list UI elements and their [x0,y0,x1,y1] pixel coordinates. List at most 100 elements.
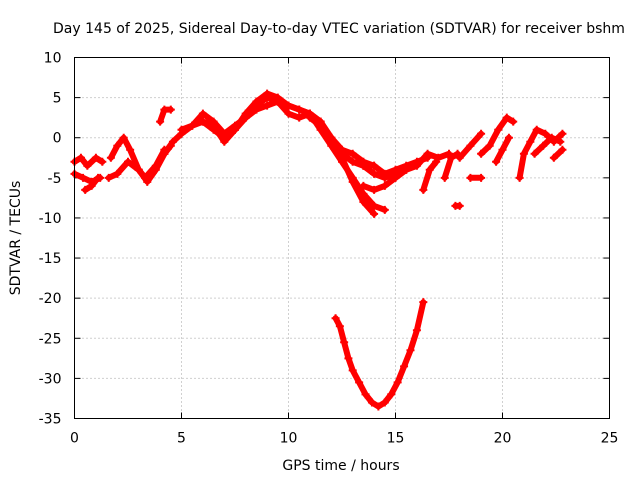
series-line [157,106,174,125]
data-point [412,161,421,170]
y-tick-label: -15 [39,251,62,267]
data-point [519,149,528,158]
data-point [124,157,132,166]
data-point [83,161,92,170]
x-tick-label: 5 [177,431,186,447]
data-point [549,153,558,162]
data-point [367,398,376,407]
y-tick-label: 5 [53,91,62,107]
data-point [160,149,169,158]
series-line [531,134,564,157]
data-point [94,173,103,182]
data-point [432,157,441,166]
data-point [359,189,368,198]
data-point [466,141,475,150]
data-point [532,125,541,134]
series-track-a [70,153,107,170]
data-point [316,121,325,130]
series-track-c [81,173,103,194]
y-tick-label: -5 [48,171,62,187]
data-point [231,125,239,134]
data-point [558,145,567,154]
data-point [556,137,565,146]
data-point [98,157,107,166]
data-point [419,185,428,194]
series-track-d [106,133,175,186]
data-point [340,338,349,347]
data-point [466,173,475,182]
data-point [477,173,486,182]
data-point [188,121,197,130]
data-point [106,153,115,162]
data-point [119,133,128,142]
data-point [402,165,411,174]
data-point [419,298,428,307]
data-point [494,125,503,134]
data-point [252,101,261,110]
y-axis-label: SDTVAR / TECUs [8,181,24,296]
data-point [134,165,143,174]
data-point [198,109,207,118]
x-tick-label: 0 [70,431,79,447]
data-point [273,97,282,106]
data-point [348,366,357,375]
x-tick-labels: 0 5 10 15 20 25 [70,431,618,447]
data-point [370,169,379,178]
data-point [220,137,229,146]
data-point [79,173,88,182]
y-tick-label: -35 [39,412,62,428]
data-point [241,113,250,122]
data-point [387,390,396,399]
data-point [530,149,539,158]
data-point [370,201,379,210]
data-point [348,173,357,182]
data-point [380,205,389,214]
series-track-u [530,133,565,158]
x-tick-label: 15 [387,431,405,447]
data-point [359,181,368,190]
data-point [166,105,175,114]
data-point [492,157,501,166]
ticks [74,57,610,419]
data-point [344,354,353,363]
data-point [380,173,389,182]
y-tick-label: -20 [39,291,62,307]
series-track-f [156,105,175,126]
x-tick-label: 25 [601,431,619,447]
data-point [168,137,177,146]
series-track-l [359,165,411,194]
data-point [295,113,304,122]
data-point [425,165,434,174]
data-point [374,402,383,411]
data-point [504,133,513,142]
data-point [113,169,122,178]
data-point [455,201,464,210]
data-point [380,181,389,190]
y-tick-label: -10 [39,211,62,227]
data-point [104,173,113,182]
chart-title: Day 145 of 2025, Sidereal Day-to-day VTE… [53,21,625,37]
data-point [359,161,368,170]
data-point [400,362,409,371]
data-point [447,153,456,162]
data-point [509,117,518,126]
data-point [547,133,556,142]
data-point [477,149,486,158]
x-axis-label: GPS time / hours [282,458,399,474]
data-point [541,129,550,138]
data-point [380,398,389,407]
data-point [406,346,415,355]
grid [74,57,610,419]
data-point [485,141,494,150]
plot-frame [74,57,610,419]
y-tick-label: -30 [39,371,62,387]
data-point [126,145,135,154]
data-point [263,93,272,102]
series-track-o [451,201,464,210]
data-point [156,117,165,126]
data-point [423,149,432,158]
series-track-m [419,157,441,194]
data-point [209,121,218,130]
data-point [412,326,421,335]
series-line [332,299,427,410]
